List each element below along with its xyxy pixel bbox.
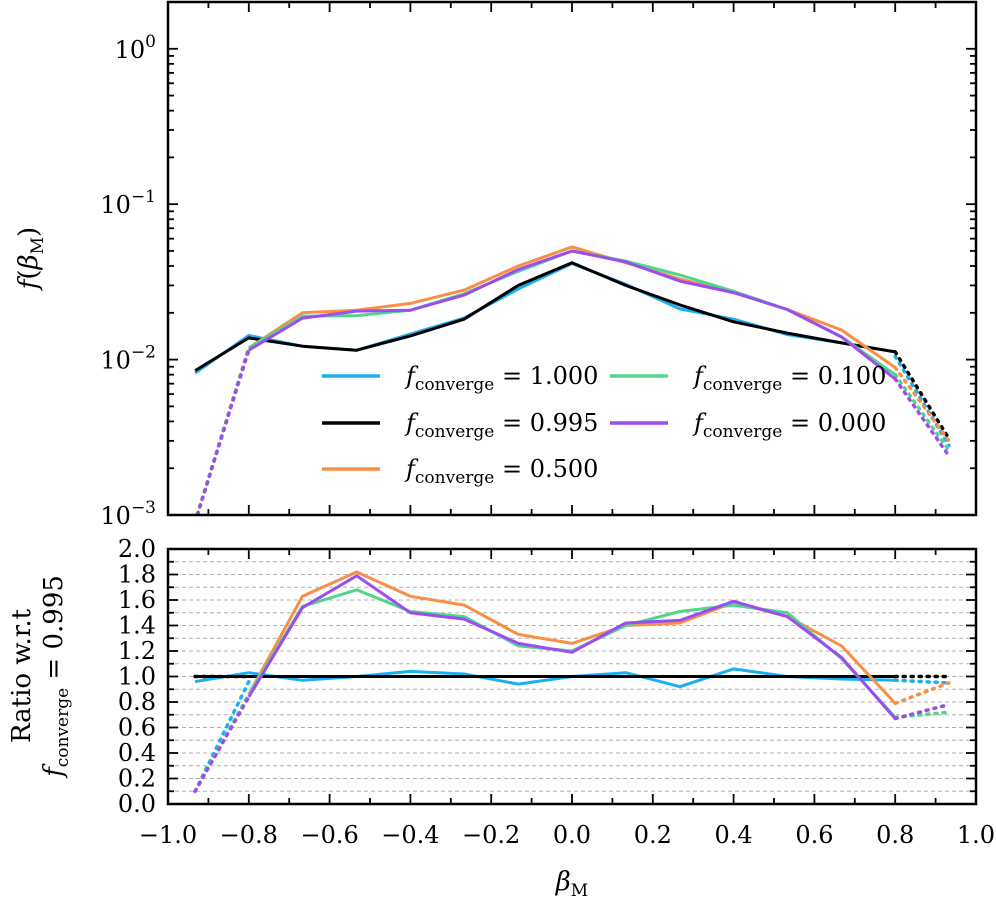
series-4-ratio-line [247,574,897,720]
top-y-tick-label: 10−2 [100,343,156,375]
top-panel-series [194,245,951,515]
x-tick-label: 0.2 [634,821,672,849]
series-4-ratio-dotted-right [893,702,951,721]
series-3-top-dotted-right [893,372,951,453]
series-2-top-dotted-right [893,365,951,443]
ratio-y-tick-label: 1.4 [118,612,156,640]
ratio-y-tick-label: 0.6 [118,714,156,742]
series-4-top-dotted-left [195,348,251,515]
ratio-y-tick-label: 2.0 [118,535,156,563]
x-tick-label: −0.2 [462,821,520,849]
top-y-axis-title: f(βM) [14,227,48,291]
x-tick-label: 1.0 [957,821,995,849]
x-tick-label: −0.8 [220,821,278,849]
legend-label-0: fconverge = 1.000 [404,362,598,395]
ratio-y-tick-label: 1.2 [118,637,156,665]
x-tick-label: −0.4 [381,821,439,849]
series-1-top-dotted-right [893,350,951,441]
series-2-ratio-dotted-right [893,681,951,706]
legend-label-1: fconverge = 0.995 [404,409,598,442]
x-tick-label: −0.6 [300,821,358,849]
ratio-y-axis-title-line1: Ratio w.r.t [7,608,37,743]
x-tick-label: 0.4 [715,821,753,849]
ratio-y-tick-label: 0.4 [118,739,156,767]
series-4-top-dotted-right [893,377,951,458]
series-1-top-line [194,261,896,372]
x-axis-title: βM [555,867,588,900]
x-tick-label: 0.6 [795,821,833,849]
axis-ticks [167,1,977,805]
ratio-panel-frame [166,547,978,806]
ratio-y-tick-label: 0.8 [118,688,156,716]
ratio-y-axis-title-line2: fconverge = 0.995 [39,575,73,779]
top-y-tick-label: 10−1 [100,187,156,219]
legend-label-4: fconverge = 0.000 [692,409,886,442]
legend-label-3: fconverge = 0.100 [692,362,886,395]
x-tick-label: 0.0 [553,821,591,849]
x-tick-label: 0.8 [876,821,914,849]
top-y-tick-label: 10−3 [100,498,156,530]
ratio-y-tick-label: 1.8 [118,561,156,589]
ratio-y-tick-label: 0.2 [118,765,156,793]
ratio-grid [168,561,976,792]
series-4-top-line [248,249,897,381]
axis-tick-labels: −1.0 −0.8 −0.6 −0.4 −0.2 0.0 0.2 0.4 0.6 0.8 1.010… [100,32,995,849]
series-0-ratio-dotted-right [893,678,951,685]
series-0-top-dotted-right [893,354,951,448]
legend-label-2: fconverge = 0.500 [404,455,598,488]
top-panel-frame [166,0,978,517]
ratio-panel-series [193,570,951,794]
legend: fconverge = 1.000 fconverge = 0.995 fconve… [322,362,886,488]
series-4-ratio-dotted-left [193,695,251,794]
top-y-tick-label: 100 [115,32,156,64]
x-tick-label: −1.0 [139,821,197,849]
ratio-y-tick-label: 0.0 [118,790,156,818]
ratio-y-tick-label: 1.6 [118,586,156,614]
ratio-y-tick-label: 1.0 [118,663,156,691]
